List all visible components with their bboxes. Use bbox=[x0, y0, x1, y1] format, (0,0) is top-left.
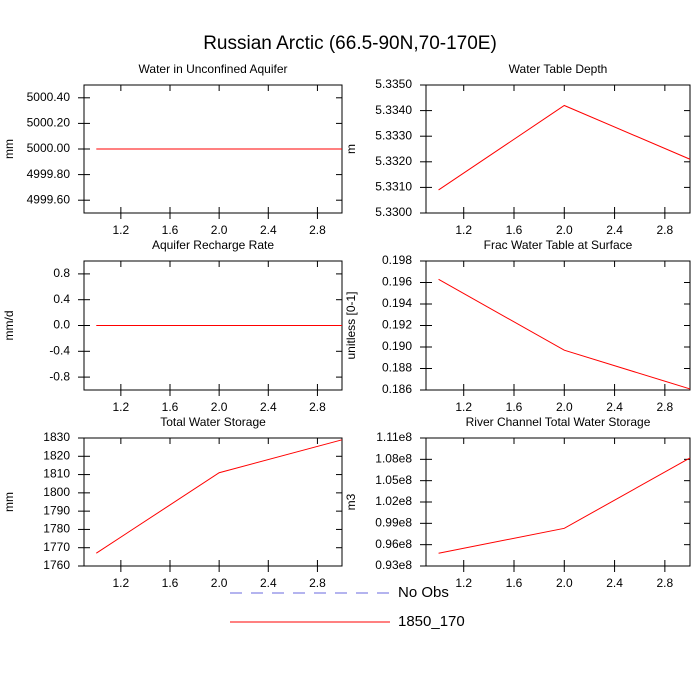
x-tick-label: 2.4 bbox=[606, 400, 623, 414]
y-tick-label: 5.3300 bbox=[375, 205, 412, 219]
x-tick-label: 2.8 bbox=[657, 576, 674, 590]
y-tick-label: 1.05e8 bbox=[375, 473, 412, 487]
y-axis-label: m3 bbox=[344, 493, 358, 510]
x-tick-label: 2.0 bbox=[211, 576, 228, 590]
y-tick-label: 1760 bbox=[43, 558, 70, 572]
y-tick-label: 0.186 bbox=[382, 382, 412, 396]
x-tick-label: 2.0 bbox=[556, 576, 573, 590]
y-tick-label: 1800 bbox=[43, 485, 70, 499]
y-tick-label: 5000.40 bbox=[27, 90, 71, 104]
y-tick-label: 1820 bbox=[43, 448, 70, 462]
panel-title: Water Table Depth bbox=[509, 62, 608, 76]
y-tick-label: 0.93e8 bbox=[375, 558, 412, 572]
y-tick-label: 5.3330 bbox=[375, 128, 412, 142]
y-axis-label: m bbox=[344, 144, 358, 154]
x-tick-label: 2.8 bbox=[657, 223, 674, 237]
plot-frame bbox=[83, 437, 343, 567]
x-tick-label: 1.6 bbox=[162, 576, 179, 590]
y-tick-label: 1790 bbox=[43, 503, 70, 517]
y-tick-label: 1780 bbox=[43, 522, 70, 536]
y-tick-label: 0.190 bbox=[382, 339, 412, 353]
y-tick-label: 0.0 bbox=[53, 318, 70, 332]
y-tick-label: 0.188 bbox=[382, 361, 412, 375]
plot-frame bbox=[425, 437, 691, 567]
x-tick-label: 2.4 bbox=[606, 576, 623, 590]
y-axis-label: mm bbox=[2, 139, 16, 159]
y-tick-label: 0.99e8 bbox=[375, 516, 412, 530]
y-tick-label: 4999.80 bbox=[27, 167, 71, 181]
x-tick-label: 1.2 bbox=[113, 223, 130, 237]
y-tick-label: 0.8 bbox=[53, 266, 70, 280]
y-tick-label: 0.198 bbox=[382, 253, 412, 267]
y-tick-label: 0.4 bbox=[53, 292, 70, 306]
y-tick-label: 1830 bbox=[43, 430, 70, 444]
x-tick-label: 2.8 bbox=[309, 576, 326, 590]
x-tick-label: 2.0 bbox=[556, 400, 573, 414]
panel-title: Aquifer Recharge Rate bbox=[152, 238, 274, 252]
panel-title: Water in Unconfined Aquifer bbox=[139, 62, 288, 76]
y-tick-label: 5.3320 bbox=[375, 154, 412, 168]
x-tick-label: 1.2 bbox=[455, 576, 472, 590]
panel-title: River Channel Total Water Storage bbox=[466, 415, 651, 429]
x-tick-label: 2.4 bbox=[260, 223, 277, 237]
y-tick-label: 1.02e8 bbox=[375, 494, 412, 508]
x-tick-label: 1.2 bbox=[113, 576, 130, 590]
y-tick-label: 1810 bbox=[43, 467, 70, 481]
x-tick-label: 1.2 bbox=[113, 400, 130, 414]
y-axis-label: unitless [0-1] bbox=[344, 291, 358, 359]
y-tick-label: 5.3350 bbox=[375, 77, 412, 91]
x-tick-label: 2.8 bbox=[309, 400, 326, 414]
x-tick-label: 2.0 bbox=[556, 223, 573, 237]
x-tick-label: 1.6 bbox=[162, 400, 179, 414]
y-tick-label: 4999.60 bbox=[27, 192, 71, 206]
y-tick-label: 5000.00 bbox=[27, 141, 71, 155]
y-tick-label: 5000.20 bbox=[27, 116, 71, 130]
y-tick-label: 0.192 bbox=[382, 318, 412, 332]
data-line bbox=[438, 278, 691, 390]
y-axis-label: mm bbox=[2, 492, 16, 512]
y-tick-label: 1770 bbox=[43, 540, 70, 554]
plot-frame bbox=[425, 260, 691, 391]
x-tick-label: 2.4 bbox=[606, 223, 623, 237]
y-tick-label: 5.3310 bbox=[375, 180, 412, 194]
x-tick-label: 1.2 bbox=[455, 400, 472, 414]
legend-label: No Obs bbox=[398, 584, 449, 601]
x-tick-label: 2.8 bbox=[657, 400, 674, 414]
x-tick-label: 2.4 bbox=[260, 400, 277, 414]
legend-label: 1850_170 bbox=[398, 613, 465, 630]
x-tick-label: 1.2 bbox=[455, 223, 472, 237]
x-tick-label: 1.6 bbox=[506, 223, 523, 237]
plot-frame bbox=[425, 84, 691, 214]
y-tick-label: 1.08e8 bbox=[375, 452, 412, 466]
y-tick-label: 0.96e8 bbox=[375, 537, 412, 551]
x-tick-label: 2.0 bbox=[211, 400, 228, 414]
x-tick-label: 1.6 bbox=[162, 223, 179, 237]
y-tick-label: 0.196 bbox=[382, 275, 412, 289]
x-tick-label: 1.6 bbox=[506, 400, 523, 414]
y-tick-label: 1.11e8 bbox=[376, 430, 412, 444]
panel-title: Frac Water Table at Surface bbox=[484, 238, 633, 252]
data-line bbox=[96, 439, 343, 554]
y-tick-label: -0.8 bbox=[49, 369, 70, 383]
data-line bbox=[438, 457, 691, 554]
x-tick-label: 1.6 bbox=[506, 576, 523, 590]
y-tick-label: 0.194 bbox=[382, 296, 412, 310]
data-line bbox=[438, 104, 691, 191]
x-tick-label: 2.4 bbox=[260, 576, 277, 590]
y-tick-label: 5.3340 bbox=[375, 103, 412, 117]
figure-title: Russian Arctic (66.5-90N,70-170E) bbox=[203, 33, 497, 54]
panel-title: Total Water Storage bbox=[160, 415, 266, 429]
x-tick-label: 2.0 bbox=[211, 223, 228, 237]
y-axis-label: mm/d bbox=[2, 311, 16, 341]
y-tick-label: -0.4 bbox=[49, 343, 70, 357]
x-tick-label: 2.8 bbox=[309, 223, 326, 237]
